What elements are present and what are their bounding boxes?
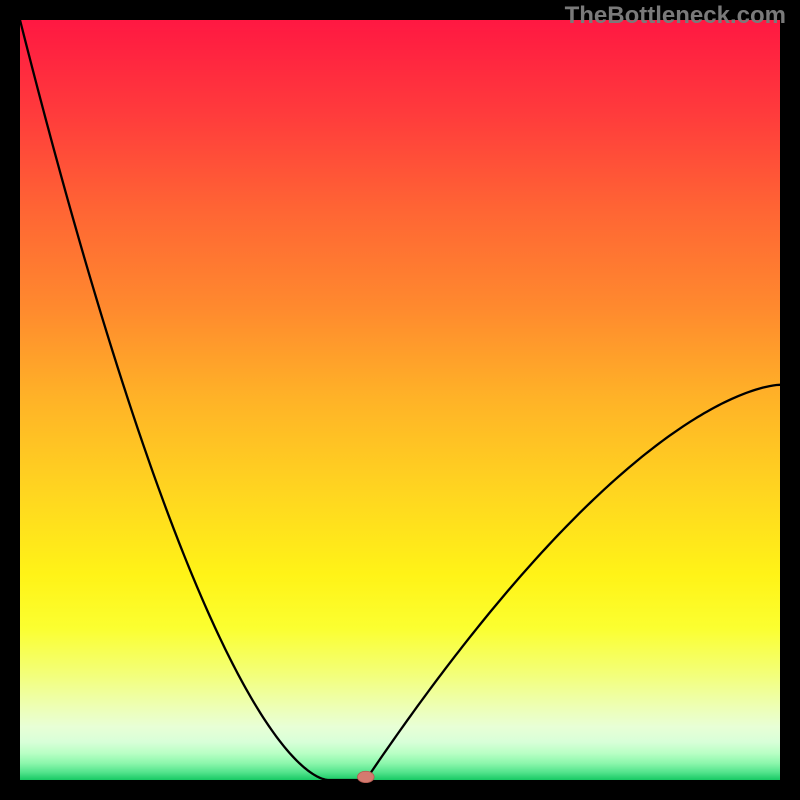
optimal-point-marker	[357, 771, 374, 782]
watermark-text: TheBottleneck.com	[565, 2, 786, 30]
chart-stage: TheBottleneck.com	[0, 0, 800, 800]
bottleneck-chart	[0, 0, 800, 800]
plot-background	[20, 20, 780, 780]
